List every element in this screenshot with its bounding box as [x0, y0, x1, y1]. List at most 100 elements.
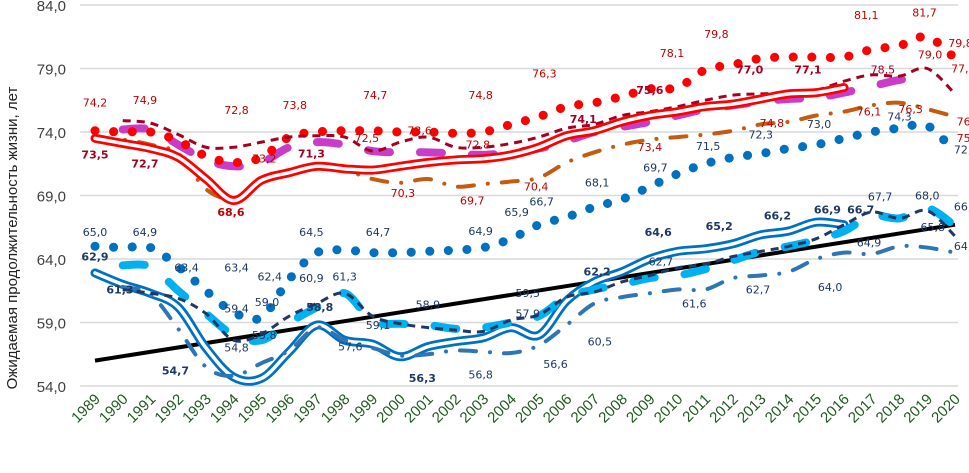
- data-label: 56,8: [468, 368, 493, 381]
- data-label: 58,8: [306, 301, 333, 314]
- data-label: 64,5: [954, 240, 969, 253]
- data-label: 58,9: [416, 299, 441, 312]
- data-label: 62,9: [81, 250, 108, 263]
- x-tick-label: 2003: [457, 391, 493, 427]
- series-line-inner: [93, 85, 846, 203]
- data-label: 63,4: [224, 262, 249, 275]
- data-label: 76,3: [532, 67, 557, 80]
- data-label: 64,5: [299, 226, 324, 239]
- x-axis-ticks: 1989199019911992199319941995199619971998…: [68, 391, 964, 427]
- data-label: 72,5: [355, 132, 380, 145]
- data-label: 75,6: [636, 84, 663, 97]
- data-label: 66,6: [954, 201, 969, 214]
- series-female-red-dotted: [90, 31, 960, 167]
- series-line: [122, 66, 957, 153]
- data-label: 61,3: [332, 271, 357, 284]
- x-tick-label: 2006: [540, 391, 576, 427]
- data-label: 65,9: [504, 206, 529, 219]
- data-label: 64,9: [133, 226, 158, 239]
- x-tick-label: 1996: [262, 391, 298, 427]
- data-label: 61,3: [106, 283, 133, 296]
- data-label: 77,1: [794, 64, 821, 77]
- data-label: 73,8: [282, 99, 307, 112]
- data-label: 62,4: [258, 271, 283, 284]
- data-label: 65,8: [921, 221, 946, 234]
- data-label: 76,4: [957, 116, 969, 129]
- data-label: 59,4: [224, 302, 249, 315]
- data-label: 62,2: [584, 266, 611, 279]
- series-male-blue-dotted: [90, 119, 960, 325]
- y-tick-label: 64,0: [37, 252, 66, 269]
- data-label: 68,1: [585, 177, 610, 190]
- series-lines: [90, 31, 960, 386]
- x-tick-label: 2015: [789, 391, 825, 427]
- x-tick-label: 1994: [207, 391, 243, 427]
- data-label: 77,0: [951, 62, 969, 75]
- x-tick-label: 2007: [568, 391, 604, 427]
- y-tick-label: 69,0: [37, 189, 66, 206]
- x-tick-label: 2009: [623, 391, 659, 427]
- series-male-blue-double: [90, 217, 849, 386]
- data-label: 74,7: [363, 89, 388, 102]
- x-tick-label: 1998: [318, 391, 354, 427]
- x-tick-label: 1999: [346, 391, 382, 427]
- data-label: 64,9: [857, 236, 882, 249]
- data-label: 54,7: [162, 365, 189, 378]
- y-axis-ticks: 54,0 59,0 64,0 69,0 74,0 79,0 84,0: [37, 0, 66, 396]
- data-label: 64,9: [468, 225, 493, 238]
- data-label: 81,7: [912, 6, 937, 19]
- x-tick-label: 2005: [512, 391, 548, 427]
- data-label: 78,1: [660, 47, 685, 60]
- x-tick-label: 2019: [900, 391, 936, 427]
- series-line: [122, 208, 957, 343]
- y-tick-label: 74,0: [37, 125, 66, 142]
- data-label: 74,9: [133, 94, 158, 107]
- y-tick-label: 79,0: [37, 62, 66, 79]
- x-tick-label: 1990: [96, 391, 132, 427]
- y-tick-label: 84,0: [37, 0, 66, 15]
- x-tick-label: 1993: [179, 391, 215, 427]
- x-tick-label: 1991: [124, 391, 160, 427]
- data-label: 59,1: [366, 319, 391, 332]
- data-label: 76,1: [857, 105, 882, 118]
- data-label: 73,2: [252, 152, 277, 165]
- series-line-inner: [93, 220, 846, 383]
- data-label: 74,8: [760, 117, 785, 130]
- series-female-darkred-dashed: [122, 66, 957, 153]
- x-tick-label: 2020: [928, 391, 964, 427]
- series-male-lightblue-dash: [118, 204, 959, 346]
- data-label: 57,9: [516, 307, 541, 320]
- x-tick-label: 2017: [845, 391, 881, 427]
- data-label: 64,6: [645, 226, 672, 239]
- x-tick-label: 1997: [290, 391, 326, 427]
- data-label: 59,0: [255, 296, 280, 309]
- x-tick-label: 1989: [68, 391, 104, 427]
- data-label: 64,0: [818, 281, 843, 294]
- data-labels: 74,2 74,9 72,8 73,8 74,7 74,8 76,3 78,1 79,8 81,1…: [81, 6, 969, 385]
- series-male-steelblue-dashdot: [120, 243, 957, 378]
- x-tick-label: 2011: [679, 391, 714, 426]
- data-label: 68,0: [915, 189, 940, 202]
- x-tick-label: 2010: [651, 391, 687, 427]
- data-label: 61,6: [682, 297, 707, 310]
- series-line: [90, 31, 960, 167]
- data-label: 74,3: [887, 111, 912, 124]
- data-label: 72,7: [131, 158, 158, 171]
- data-label: 67,7: [868, 191, 893, 204]
- data-label: 62,7: [649, 255, 674, 268]
- x-tick-label: 2012: [706, 391, 742, 427]
- series-line: [94, 222, 956, 363]
- x-tick-label: 2000: [373, 391, 409, 427]
- x-tick-label: 2004: [484, 391, 520, 427]
- y-tick-label: 54,0: [37, 379, 66, 396]
- data-label: 66,9: [814, 203, 841, 216]
- data-label: 59,5: [516, 287, 541, 300]
- data-label: 60,9: [299, 272, 324, 285]
- data-label: 73,4: [638, 141, 663, 154]
- x-tick-label: 2014: [762, 391, 798, 427]
- series-line: [120, 243, 957, 378]
- data-label: 68,6: [217, 206, 244, 219]
- data-label: 73,6: [407, 125, 432, 138]
- data-label: 65,2: [706, 220, 733, 233]
